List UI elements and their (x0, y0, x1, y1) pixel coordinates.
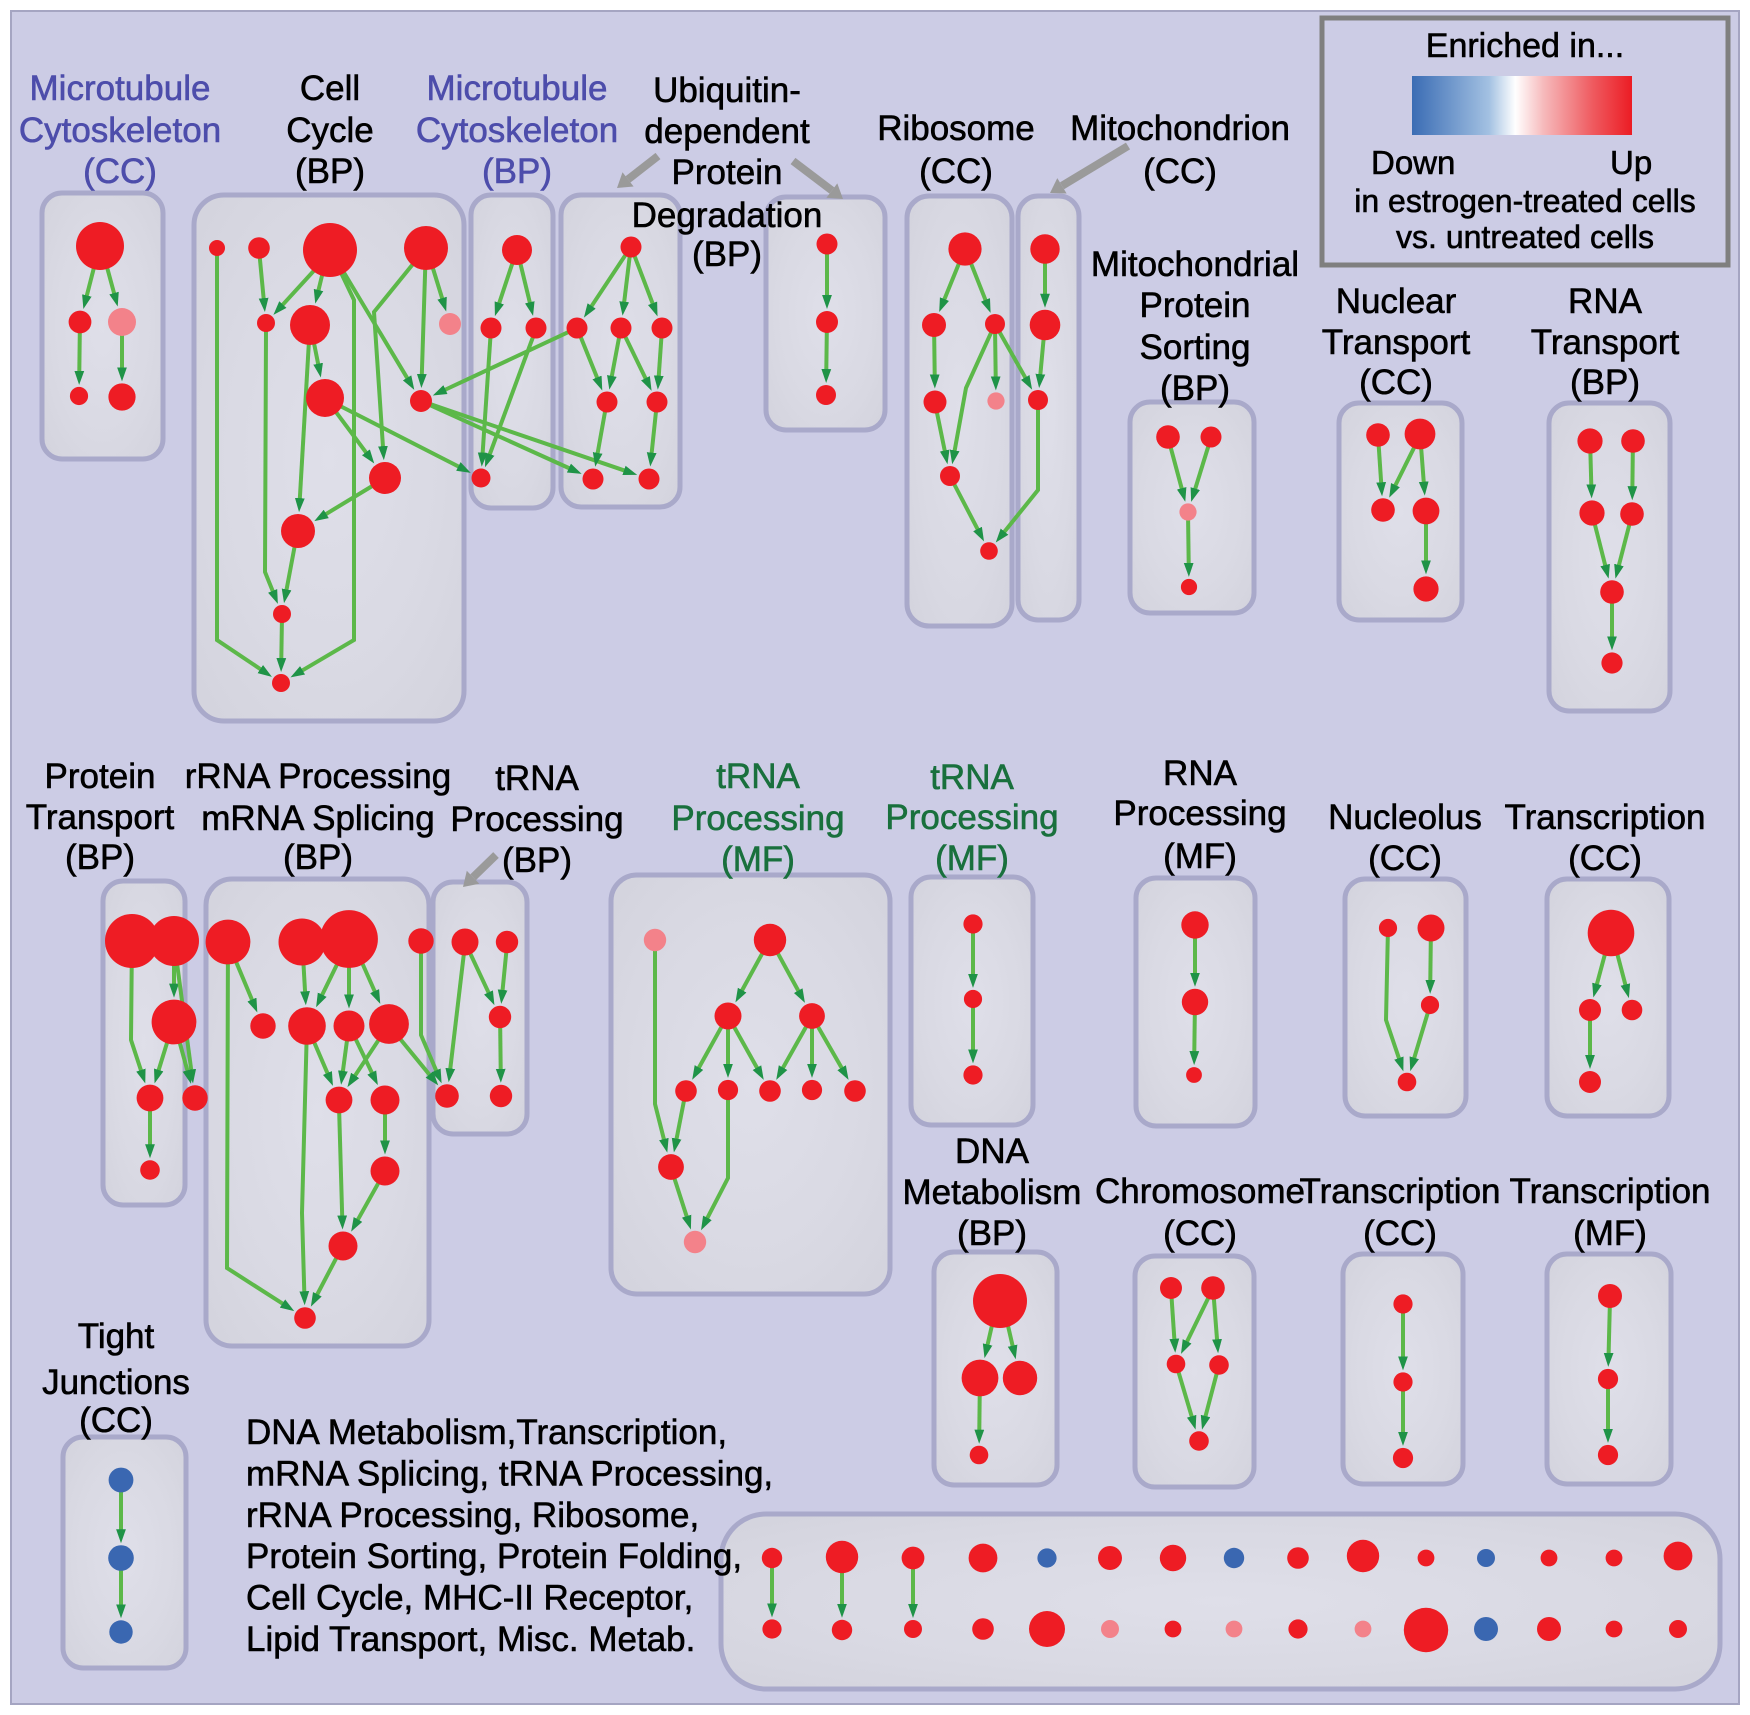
svg-text:Transport: Transport (1322, 323, 1471, 362)
svg-text:Enriched in...: Enriched in... (1426, 27, 1624, 65)
svg-text:Lipid Transport, Misc. Metab.: Lipid Transport, Misc. Metab. (246, 1620, 695, 1659)
svg-text:rRNA Processing, Ribosome,: rRNA Processing, Ribosome, (246, 1496, 699, 1535)
svg-text:Cell: Cell (300, 69, 360, 108)
svg-text:(MF): (MF) (1573, 1214, 1647, 1253)
svg-text:(BP): (BP) (692, 235, 762, 274)
svg-text:rRNA Processing: rRNA Processing (185, 757, 451, 796)
svg-text:Transcription: Transcription (1300, 1172, 1501, 1211)
svg-text:Chromosome: Chromosome (1095, 1172, 1305, 1211)
svg-text:Transport: Transport (1531, 323, 1680, 362)
svg-text:(BP): (BP) (65, 838, 135, 877)
svg-text:dependent: dependent (644, 112, 810, 151)
svg-text:(BP): (BP) (502, 841, 572, 880)
svg-text:Mitochondrion: Mitochondrion (1070, 109, 1290, 148)
svg-text:(CC): (CC) (83, 152, 157, 191)
svg-text:(CC): (CC) (1368, 839, 1442, 878)
svg-text:Processing: Processing (1113, 794, 1286, 833)
svg-text:(MF): (MF) (1163, 837, 1237, 876)
svg-text:Ubiquitin-: Ubiquitin- (653, 71, 801, 110)
svg-text:Nuclear: Nuclear (1336, 282, 1457, 321)
svg-text:(CC): (CC) (919, 152, 993, 191)
svg-text:Processing: Processing (671, 799, 844, 838)
svg-text:(CC): (CC) (1143, 152, 1217, 191)
svg-text:Mitochondrial: Mitochondrial (1091, 245, 1299, 284)
svg-text:(BP): (BP) (482, 152, 552, 191)
svg-text:(CC): (CC) (79, 1401, 153, 1440)
svg-text:Transcription: Transcription (1505, 798, 1706, 837)
svg-text:Metabolism: Metabolism (903, 1173, 1082, 1212)
svg-text:Down: Down (1371, 144, 1455, 181)
svg-text:DNA Metabolism,Transcription,: DNA Metabolism,Transcription, (246, 1413, 727, 1452)
svg-text:Microtubule: Microtubule (427, 69, 608, 108)
svg-text:RNA: RNA (1568, 282, 1643, 321)
svg-text:Processing: Processing (885, 798, 1058, 837)
svg-text:in estrogen-treated cells: in estrogen-treated cells (1354, 183, 1696, 219)
svg-text:vs. untreated cells: vs. untreated cells (1396, 219, 1654, 255)
svg-text:Protein Sorting, Protein Foldi: Protein Sorting, Protein Folding, (246, 1537, 742, 1576)
svg-text:(BP): (BP) (1570, 363, 1640, 402)
svg-text:Up: Up (1610, 144, 1652, 181)
svg-text:Cytoskeleton: Cytoskeleton (416, 111, 618, 150)
svg-text:(MF): (MF) (721, 840, 795, 879)
svg-text:(BP): (BP) (295, 152, 365, 191)
svg-text:(BP): (BP) (1160, 369, 1230, 408)
svg-text:Cytoskeleton: Cytoskeleton (19, 111, 221, 150)
svg-text:(CC): (CC) (1363, 1214, 1437, 1253)
svg-text:Microtubule: Microtubule (30, 69, 211, 108)
svg-text:DNA: DNA (955, 1132, 1030, 1171)
svg-text:Transport: Transport (26, 798, 175, 837)
svg-text:Protein: Protein (45, 757, 156, 796)
svg-text:Nucleolus: Nucleolus (1328, 798, 1482, 837)
svg-text:Protein: Protein (1140, 286, 1251, 325)
svg-text:Sorting: Sorting (1140, 328, 1251, 367)
svg-text:(CC): (CC) (1359, 363, 1433, 402)
svg-text:mRNA Splicing, tRNA Processing: mRNA Splicing, tRNA Processing, (246, 1454, 773, 1493)
svg-text:Ribosome: Ribosome (877, 109, 1035, 148)
svg-text:tRNA: tRNA (495, 759, 579, 798)
svg-text:tRNA: tRNA (930, 758, 1014, 797)
svg-text:(CC): (CC) (1568, 839, 1642, 878)
svg-text:(BP): (BP) (957, 1214, 1027, 1253)
svg-text:(MF): (MF) (935, 839, 1009, 878)
svg-text:RNA: RNA (1163, 754, 1238, 793)
svg-text:(CC): (CC) (1163, 1214, 1237, 1253)
svg-text:Tight: Tight (78, 1317, 155, 1356)
svg-text:Transcription: Transcription (1510, 1172, 1711, 1211)
svg-text:Cycle: Cycle (286, 111, 374, 150)
svg-text:(BP): (BP) (283, 838, 353, 877)
svg-text:Degradation: Degradation (632, 196, 823, 235)
svg-text:Cell Cycle, MHC-II Receptor,: Cell Cycle, MHC-II Receptor, (246, 1579, 693, 1618)
svg-text:mRNA Splicing: mRNA Splicing (201, 799, 434, 838)
svg-text:Processing: Processing (450, 800, 623, 839)
svg-text:Junctions: Junctions (42, 1363, 190, 1402)
svg-text:tRNA: tRNA (716, 757, 800, 796)
svg-text:Protein: Protein (672, 153, 783, 192)
